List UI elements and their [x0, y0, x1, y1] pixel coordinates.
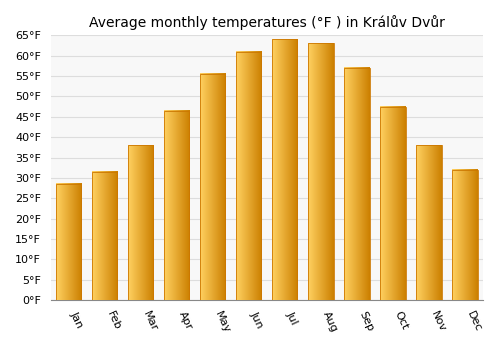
Bar	[452, 170, 477, 300]
Bar	[308, 43, 334, 300]
Bar	[128, 145, 154, 300]
Bar	[236, 51, 262, 300]
Title: Average monthly temperatures (°F ) in Králův Dvůr: Average monthly temperatures (°F ) in Kr…	[89, 15, 445, 30]
Bar	[164, 111, 190, 300]
Bar	[200, 74, 226, 300]
Bar	[92, 172, 118, 300]
Bar	[416, 145, 442, 300]
Bar	[56, 184, 82, 300]
Bar	[272, 39, 297, 300]
Bar	[380, 107, 406, 300]
Bar	[344, 68, 370, 300]
